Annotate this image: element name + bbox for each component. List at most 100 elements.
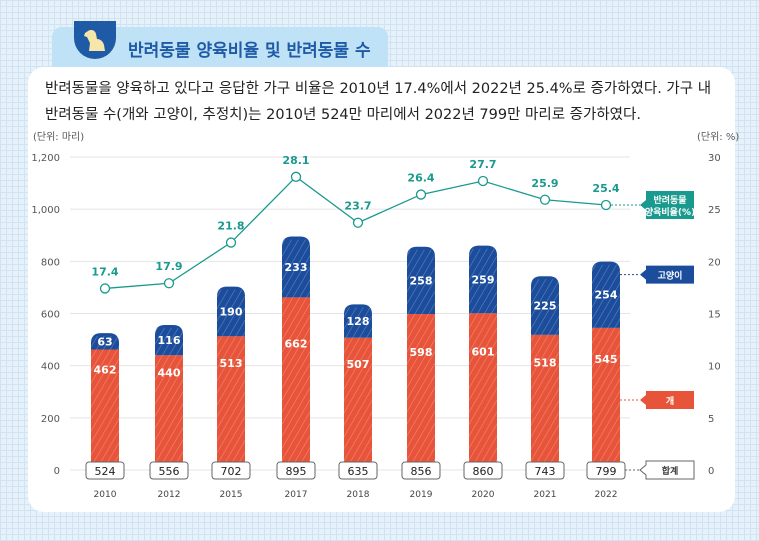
year-label: 2019 <box>410 490 433 500</box>
right-tick: 20 <box>708 257 721 268</box>
bar-cat-hatch <box>531 279 559 335</box>
right-tick: 10 <box>708 362 721 373</box>
total-label: 743 <box>535 465 556 478</box>
bar-cat-hatch <box>91 336 119 350</box>
cat-label: 190 <box>220 305 243 318</box>
total-label: 860 <box>473 465 494 478</box>
bar-dog-hatch <box>155 355 183 470</box>
bar-dog-hatch <box>531 334 559 470</box>
cat-label: 258 <box>410 274 433 287</box>
left-tick: 200 <box>41 414 60 425</box>
bar-dog-hatch <box>592 327 620 470</box>
cat-label: 259 <box>472 273 495 286</box>
total-legend-text: 합계 <box>662 465 679 477</box>
cat-legend <box>640 265 694 284</box>
rate-label: 17.9 <box>155 260 182 273</box>
year-label: 2021 <box>534 490 557 500</box>
bar-cat-hatch <box>217 289 245 337</box>
left-tick: 0 <box>54 466 60 477</box>
dog-label: 598 <box>410 346 433 359</box>
rate-point <box>539 194 551 205</box>
left-unit: (단위: 마리) <box>33 130 84 143</box>
rate-point <box>477 175 489 187</box>
bar-cat-hatch <box>155 327 183 356</box>
left-tick: 1,000 <box>31 205 60 216</box>
cat-label: 233 <box>285 261 308 274</box>
cat-label: 116 <box>158 334 181 347</box>
dog-legend-text: 개 <box>666 395 674 407</box>
total-label: 702 <box>221 465 242 478</box>
rate-label: 25.4 <box>592 182 619 195</box>
rate-label: 23.7 <box>344 200 371 213</box>
bar-dog-hatch <box>344 337 372 470</box>
total-label: 856 <box>411 465 432 478</box>
rate-legend-text: 반려동물 <box>653 194 686 206</box>
year-label: 2022 <box>595 490 618 500</box>
total-box <box>276 461 316 480</box>
total-box <box>211 461 251 480</box>
cat-label: 128 <box>347 315 370 328</box>
rate-point <box>290 171 302 182</box>
bar-cat-hatch <box>592 264 620 328</box>
bar-dog-hatch <box>282 297 310 470</box>
rate-point <box>415 189 427 200</box>
year-label: 2010 <box>94 490 117 500</box>
right-tick: 25 <box>708 205 721 216</box>
dog-label: 507 <box>347 358 370 371</box>
dog-label: 601 <box>472 346 495 359</box>
right-tick: 0 <box>708 466 714 477</box>
cat-label: 225 <box>534 300 557 313</box>
page-title: 반려동물 양육비율 및 반려동물 수 <box>128 41 371 61</box>
year-label: 2012 <box>158 490 181 500</box>
bar-dog-hatch <box>469 313 497 470</box>
year-label: 2017 <box>285 490 308 500</box>
right-unit: (단위: %) <box>697 130 739 143</box>
left-tick: 400 <box>41 362 60 373</box>
total-label: 799 <box>596 465 617 478</box>
bar-cat-hatch <box>282 239 310 298</box>
cat-label: 63 <box>97 335 112 348</box>
total-legend <box>639 460 695 480</box>
year-label: 2015 <box>220 490 243 500</box>
bar-dog-hatch <box>407 314 435 470</box>
total-box <box>525 461 565 480</box>
bar-dog-hatch <box>91 349 119 470</box>
rate-point <box>163 278 175 289</box>
rate-point <box>225 237 237 248</box>
rate-point <box>352 217 364 228</box>
left-tick: 1,200 <box>31 153 60 164</box>
bar-cat-hatch <box>407 249 435 315</box>
dog-label: 518 <box>534 356 557 369</box>
total-label: 524 <box>95 465 116 478</box>
right-tick: 30 <box>708 153 721 164</box>
left-tick: 600 <box>41 310 60 321</box>
bar-dog-hatch <box>217 336 245 470</box>
year-label: 2020 <box>472 490 495 500</box>
right-tick: 5 <box>708 414 714 425</box>
total-label: 556 <box>159 465 180 478</box>
right-tick: 15 <box>708 310 721 321</box>
dog-label: 440 <box>158 367 181 380</box>
total-label: 635 <box>348 465 369 478</box>
left-tick: 800 <box>41 257 60 268</box>
rate-label: 26.4 <box>407 172 434 185</box>
rate-point <box>600 199 612 211</box>
rate-point <box>99 283 111 294</box>
dog-legend <box>640 391 694 409</box>
rate-label: 25.9 <box>531 177 558 190</box>
bar-cat-hatch <box>344 307 372 338</box>
rate-label: 17.4 <box>91 265 118 278</box>
total-box <box>463 461 503 480</box>
rate-legend <box>640 190 694 219</box>
total-label: 895 <box>286 465 307 478</box>
total-box <box>401 461 441 480</box>
rate-label: 21.8 <box>217 220 244 233</box>
cat-legend-text: 고양이 <box>658 270 683 282</box>
cat-label: 254 <box>595 289 618 302</box>
total-box <box>149 461 189 480</box>
rate-label: 28.1 <box>282 154 309 167</box>
total-box <box>338 461 378 480</box>
rate-label: 27.7 <box>469 158 496 171</box>
dog-icon <box>74 21 116 59</box>
